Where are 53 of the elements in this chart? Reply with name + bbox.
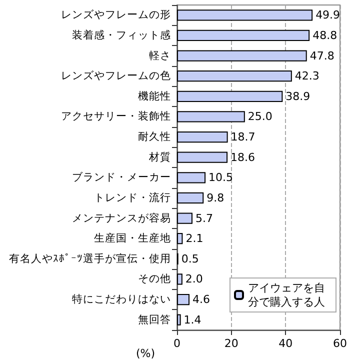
bar	[177, 274, 182, 285]
data-label: 49.9	[316, 8, 340, 22]
y-tick-label: ブランド・メーカー	[72, 170, 171, 184]
data-label: 10.5	[208, 171, 234, 184]
data-label: 1.4	[184, 313, 202, 326]
bar	[177, 70, 292, 82]
bar	[177, 50, 307, 62]
y-tick-label: メンテナンスが容易	[72, 211, 171, 224]
y-tick-label: その他	[138, 273, 171, 286]
bar	[177, 111, 245, 122]
data-label: 48.8	[312, 28, 338, 42]
y-tick-label: 無回答	[138, 314, 171, 326]
y-tick-label: 耐久性	[138, 131, 171, 144]
y-tick-label: トレンド・流行	[94, 190, 171, 204]
y-tick-label: レンズやフレームの色	[61, 70, 171, 82]
y-tick-label: 装着感・フィット感	[72, 28, 171, 42]
data-label: 5.7	[195, 212, 213, 225]
data-label: 25.0	[248, 110, 272, 124]
data-label: 2.1	[186, 232, 204, 246]
y-tick-label: 機能性	[138, 89, 171, 102]
bar	[177, 233, 183, 244]
data-label: 18.6	[230, 150, 256, 164]
x-axis-title: (%)	[136, 347, 155, 360]
data-label: 38.9	[286, 90, 310, 103]
bar	[177, 90, 283, 102]
bar	[177, 152, 228, 163]
x-tick-label: 0	[174, 337, 180, 350]
y-tick-label: 生産国・生産地	[94, 232, 171, 245]
data-label: 0.5	[181, 252, 199, 266]
x-tick-label: 60	[333, 337, 347, 350]
data-label: 4.6	[192, 293, 210, 306]
bar	[177, 192, 204, 204]
y-tick-label: 有名人やｽﾎﾟｰﾂ選手が宣伝・使用	[9, 252, 171, 265]
x-tick-label: 40	[278, 337, 293, 350]
y-tick-label: 材質	[148, 150, 171, 164]
y-tick-label: 軽さ	[149, 50, 171, 62]
bar	[177, 212, 192, 224]
x-tick-label: 20	[224, 337, 238, 350]
y-tick-label: アクセサリー・装飾性	[61, 110, 171, 123]
bar	[177, 10, 313, 21]
data-label: 42.3	[294, 70, 320, 83]
bar	[177, 131, 228, 143]
y-tick-label: 特にこだわりはない	[72, 294, 171, 306]
legend-label: アイウェアを自分で購入する人	[248, 282, 325, 308]
data-label: 9.8	[206, 191, 224, 204]
data-label: 2.0	[185, 272, 203, 286]
bar	[177, 30, 310, 42]
y-tick-label: レンズやフレームの形	[61, 9, 171, 22]
data-label: 18.7	[230, 130, 256, 144]
bar	[177, 172, 206, 184]
data-label: 47.8	[310, 49, 334, 62]
bar	[177, 294, 190, 306]
bar	[177, 314, 181, 326]
